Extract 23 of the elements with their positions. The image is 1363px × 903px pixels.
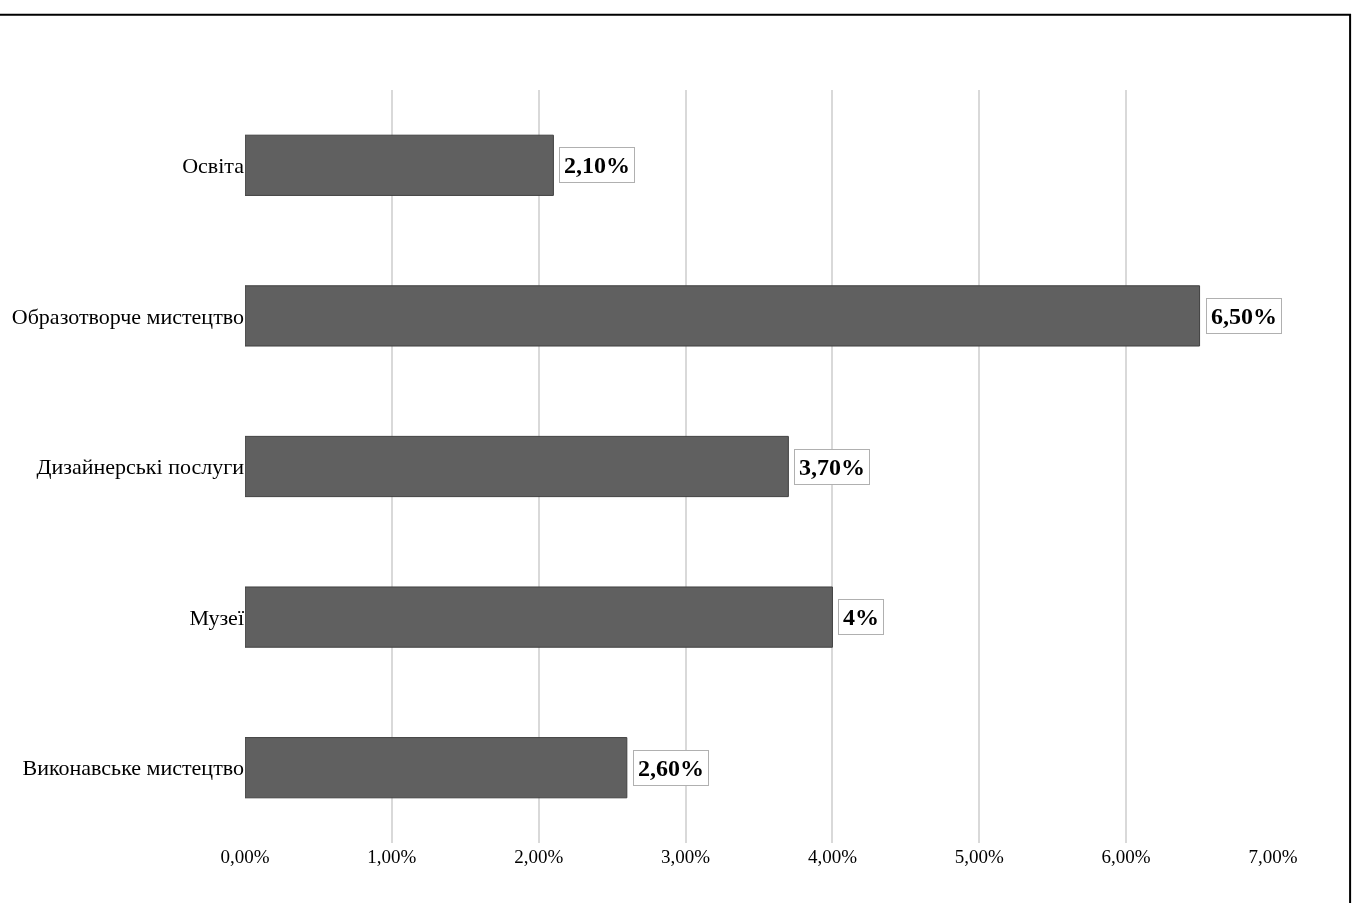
x-tick-label: 4,00% bbox=[807, 846, 858, 867]
x-tick-label: 6,00% bbox=[1101, 846, 1151, 867]
x-tick-label: 1,00% bbox=[367, 846, 417, 867]
bar bbox=[245, 285, 1201, 347]
y-tick-label: Образотворче мистецтво bbox=[11, 303, 244, 329]
x-tick-label: 5,00% bbox=[954, 846, 1004, 867]
y-tick-label: Музеї bbox=[189, 604, 245, 630]
y-tick-label: Виконавське мистецтво bbox=[22, 755, 244, 781]
x-tick-label: 0,00% bbox=[220, 846, 270, 867]
data-label: 4% bbox=[843, 604, 879, 630]
data-label: 2,10% bbox=[564, 152, 630, 178]
x-tick-label: 3,00% bbox=[661, 846, 711, 867]
bar bbox=[245, 737, 628, 799]
data-label: 3,70% bbox=[799, 454, 865, 480]
data-label: 2,60% bbox=[638, 755, 704, 781]
data-label: 6,50% bbox=[1211, 303, 1277, 329]
bar bbox=[245, 586, 833, 648]
bar bbox=[245, 134, 554, 196]
x-tick-label: 2,00% bbox=[514, 846, 564, 867]
y-tick-label: Дизайнерські послуги bbox=[36, 454, 245, 480]
y-tick-label: Освіта bbox=[182, 153, 245, 178]
x-tick-label: 7,00% bbox=[1248, 846, 1298, 867]
bar bbox=[245, 435, 789, 498]
